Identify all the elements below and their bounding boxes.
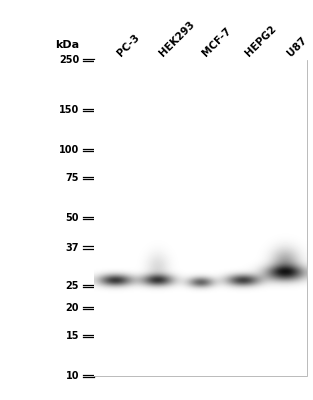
Text: 100: 100 [59, 145, 79, 155]
Text: MCF-7: MCF-7 [200, 25, 233, 58]
Text: 250: 250 [59, 55, 79, 65]
Text: 75: 75 [66, 173, 79, 183]
Text: 150: 150 [59, 105, 79, 115]
Text: 50: 50 [66, 213, 79, 223]
Text: kDa: kDa [55, 40, 79, 50]
Text: 25: 25 [66, 281, 79, 291]
Text: 20: 20 [66, 303, 79, 313]
Bar [94, 60, 307, 376]
Text: 37: 37 [66, 242, 79, 252]
Text: PC-3: PC-3 [115, 32, 141, 58]
Text: U87: U87 [285, 34, 309, 58]
Text: 10: 10 [66, 371, 79, 381]
Text: HEPG2: HEPG2 [243, 23, 278, 58]
Text: HEK293: HEK293 [158, 19, 197, 58]
Text: 15: 15 [66, 331, 79, 341]
